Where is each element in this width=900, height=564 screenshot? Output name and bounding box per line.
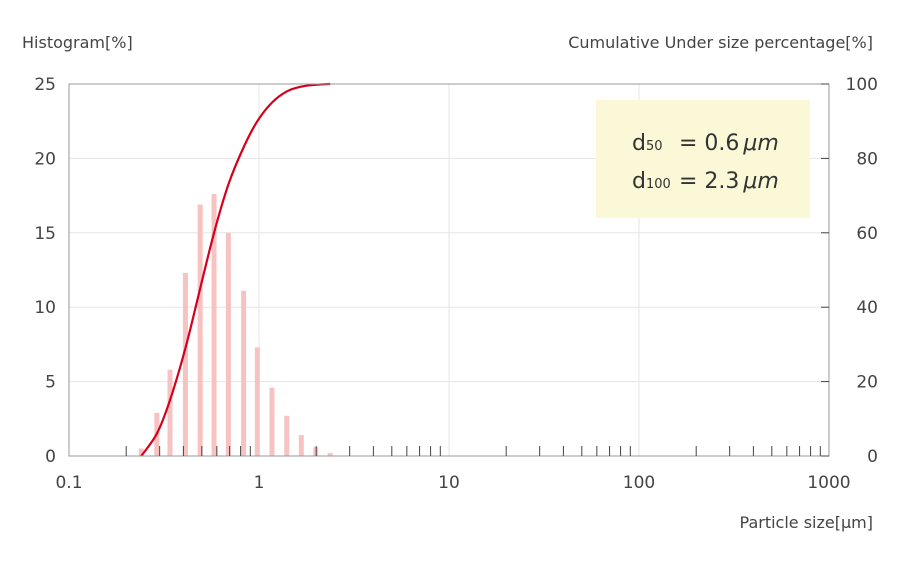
histogram-bar bbox=[211, 194, 217, 456]
d100-value: = 2.3 bbox=[679, 169, 739, 194]
histogram-bar bbox=[254, 347, 260, 456]
left-y-tick-label: 10 bbox=[34, 298, 56, 318]
d50-subscript: 50 bbox=[646, 139, 663, 154]
x-tick-label: 1000 bbox=[807, 473, 850, 493]
x-tick-label: 100 bbox=[623, 473, 655, 493]
x-tick-label: 1 bbox=[254, 473, 265, 493]
histogram-bar bbox=[138, 448, 144, 456]
statistics-box: d50 = 0.6 μm d100 = 2.3 μm bbox=[596, 100, 810, 218]
histogram-bar bbox=[241, 290, 247, 456]
svg-text:= 0.6μm: = 0.6 μm bbox=[679, 131, 779, 156]
right-y-tick-label: 40 bbox=[856, 298, 878, 318]
histogram-bar bbox=[225, 232, 231, 456]
right-y-ticks: 0 20 40 60 80 100 bbox=[821, 75, 878, 467]
histogram-bar bbox=[269, 387, 275, 456]
d100-label: d bbox=[632, 169, 646, 194]
left-y-tick-label: 25 bbox=[34, 75, 56, 95]
left-y-tick-label: 5 bbox=[45, 373, 56, 393]
x-axis-title: Particle size[µm] bbox=[740, 513, 873, 532]
svg-text:d100: d100 bbox=[632, 169, 671, 194]
histogram-bar bbox=[182, 272, 188, 456]
plot-frame bbox=[68, 83, 830, 457]
x-tick-label: 0.1 bbox=[55, 473, 82, 493]
d100-subscript: 100 bbox=[646, 177, 671, 192]
histogram-bar bbox=[298, 435, 304, 456]
svg-text:= 2.3μm: = 2.3 μm bbox=[679, 169, 779, 194]
histogram-bars bbox=[138, 194, 333, 456]
left-y-ticks: 0 5 10 15 20 25 bbox=[34, 75, 56, 467]
histogram-bar bbox=[284, 415, 290, 456]
svg-text:d50: d50 bbox=[632, 131, 663, 156]
d50-unit: μm bbox=[742, 131, 778, 156]
left-axis-title: Histogram[%] bbox=[22, 33, 133, 52]
histogram-bar bbox=[327, 453, 333, 456]
right-y-tick-label: 60 bbox=[856, 224, 878, 244]
right-y-tick-label: 0 bbox=[867, 447, 878, 467]
d100-unit: μm bbox=[742, 169, 778, 194]
histogram-bar bbox=[197, 204, 203, 456]
left-y-tick-label: 15 bbox=[34, 224, 56, 244]
cumulative-curve bbox=[140, 82, 331, 457]
histogram-bar bbox=[167, 369, 173, 456]
left-y-tick-label: 0 bbox=[45, 447, 56, 467]
right-axis-title: Cumulative Under size percentage[%] bbox=[568, 33, 873, 52]
right-y-tick-label: 80 bbox=[856, 149, 878, 169]
statistics-box-background bbox=[596, 100, 810, 218]
right-y-tick-label: 20 bbox=[856, 373, 878, 393]
left-y-tick-label: 20 bbox=[34, 149, 56, 169]
d50-label: d bbox=[632, 131, 646, 156]
right-y-tick-label: 100 bbox=[846, 75, 878, 95]
x-minor-ticks bbox=[125, 446, 821, 456]
d50-value: = 0.6 bbox=[679, 131, 739, 156]
x-tick-labels: 0.1 1 10 100 1000 bbox=[55, 473, 850, 493]
x-tick-label: 10 bbox=[438, 473, 460, 493]
